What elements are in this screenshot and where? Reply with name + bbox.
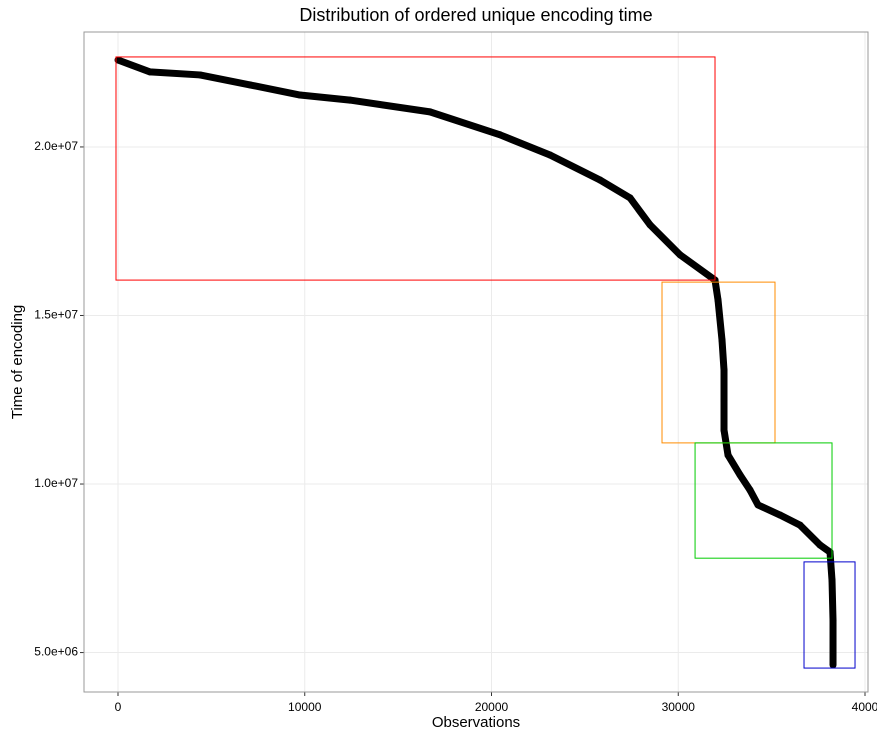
point	[720, 426, 728, 434]
point	[296, 91, 304, 99]
point	[724, 451, 732, 459]
x-tick-label: 30000	[662, 700, 696, 714]
point	[829, 661, 837, 669]
point	[626, 194, 634, 202]
point	[828, 576, 836, 584]
y-tick-label: 1.5e+07	[34, 308, 78, 322]
y-tick-label: 5.0e+06	[34, 645, 78, 659]
x-tick-label: 20000	[475, 700, 509, 714]
region-box	[803, 561, 856, 669]
data-trail	[116, 56, 837, 666]
x-axis-title: Observations	[432, 714, 520, 731]
x-tick-label: 4000	[852, 700, 877, 714]
point	[496, 131, 504, 139]
point	[746, 486, 754, 494]
point	[714, 296, 722, 304]
point	[196, 71, 204, 79]
point	[596, 176, 604, 184]
region-box	[694, 442, 833, 559]
point	[246, 81, 254, 89]
point	[754, 501, 762, 509]
point	[829, 616, 837, 624]
region-box	[115, 56, 716, 281]
point	[816, 541, 824, 549]
point	[796, 521, 804, 529]
point	[146, 68, 154, 76]
panel-border	[83, 31, 869, 693]
point	[546, 151, 554, 159]
y-tick-label: 1.0e+07	[34, 476, 78, 490]
x-tick-label: 10000	[288, 700, 322, 714]
point	[346, 96, 354, 104]
point	[776, 511, 784, 519]
point	[718, 336, 726, 344]
y-axis-title: Time of encoding	[9, 305, 26, 420]
point	[720, 396, 728, 404]
point	[736, 471, 744, 479]
y-tick-label: 2.0e+07	[34, 139, 78, 153]
x-tick-label: 0	[115, 700, 122, 714]
point	[720, 366, 728, 374]
chart-title: Distribution of ordered unique encoding …	[299, 5, 652, 25]
point	[676, 251, 684, 259]
point	[646, 221, 654, 229]
point	[426, 108, 434, 116]
